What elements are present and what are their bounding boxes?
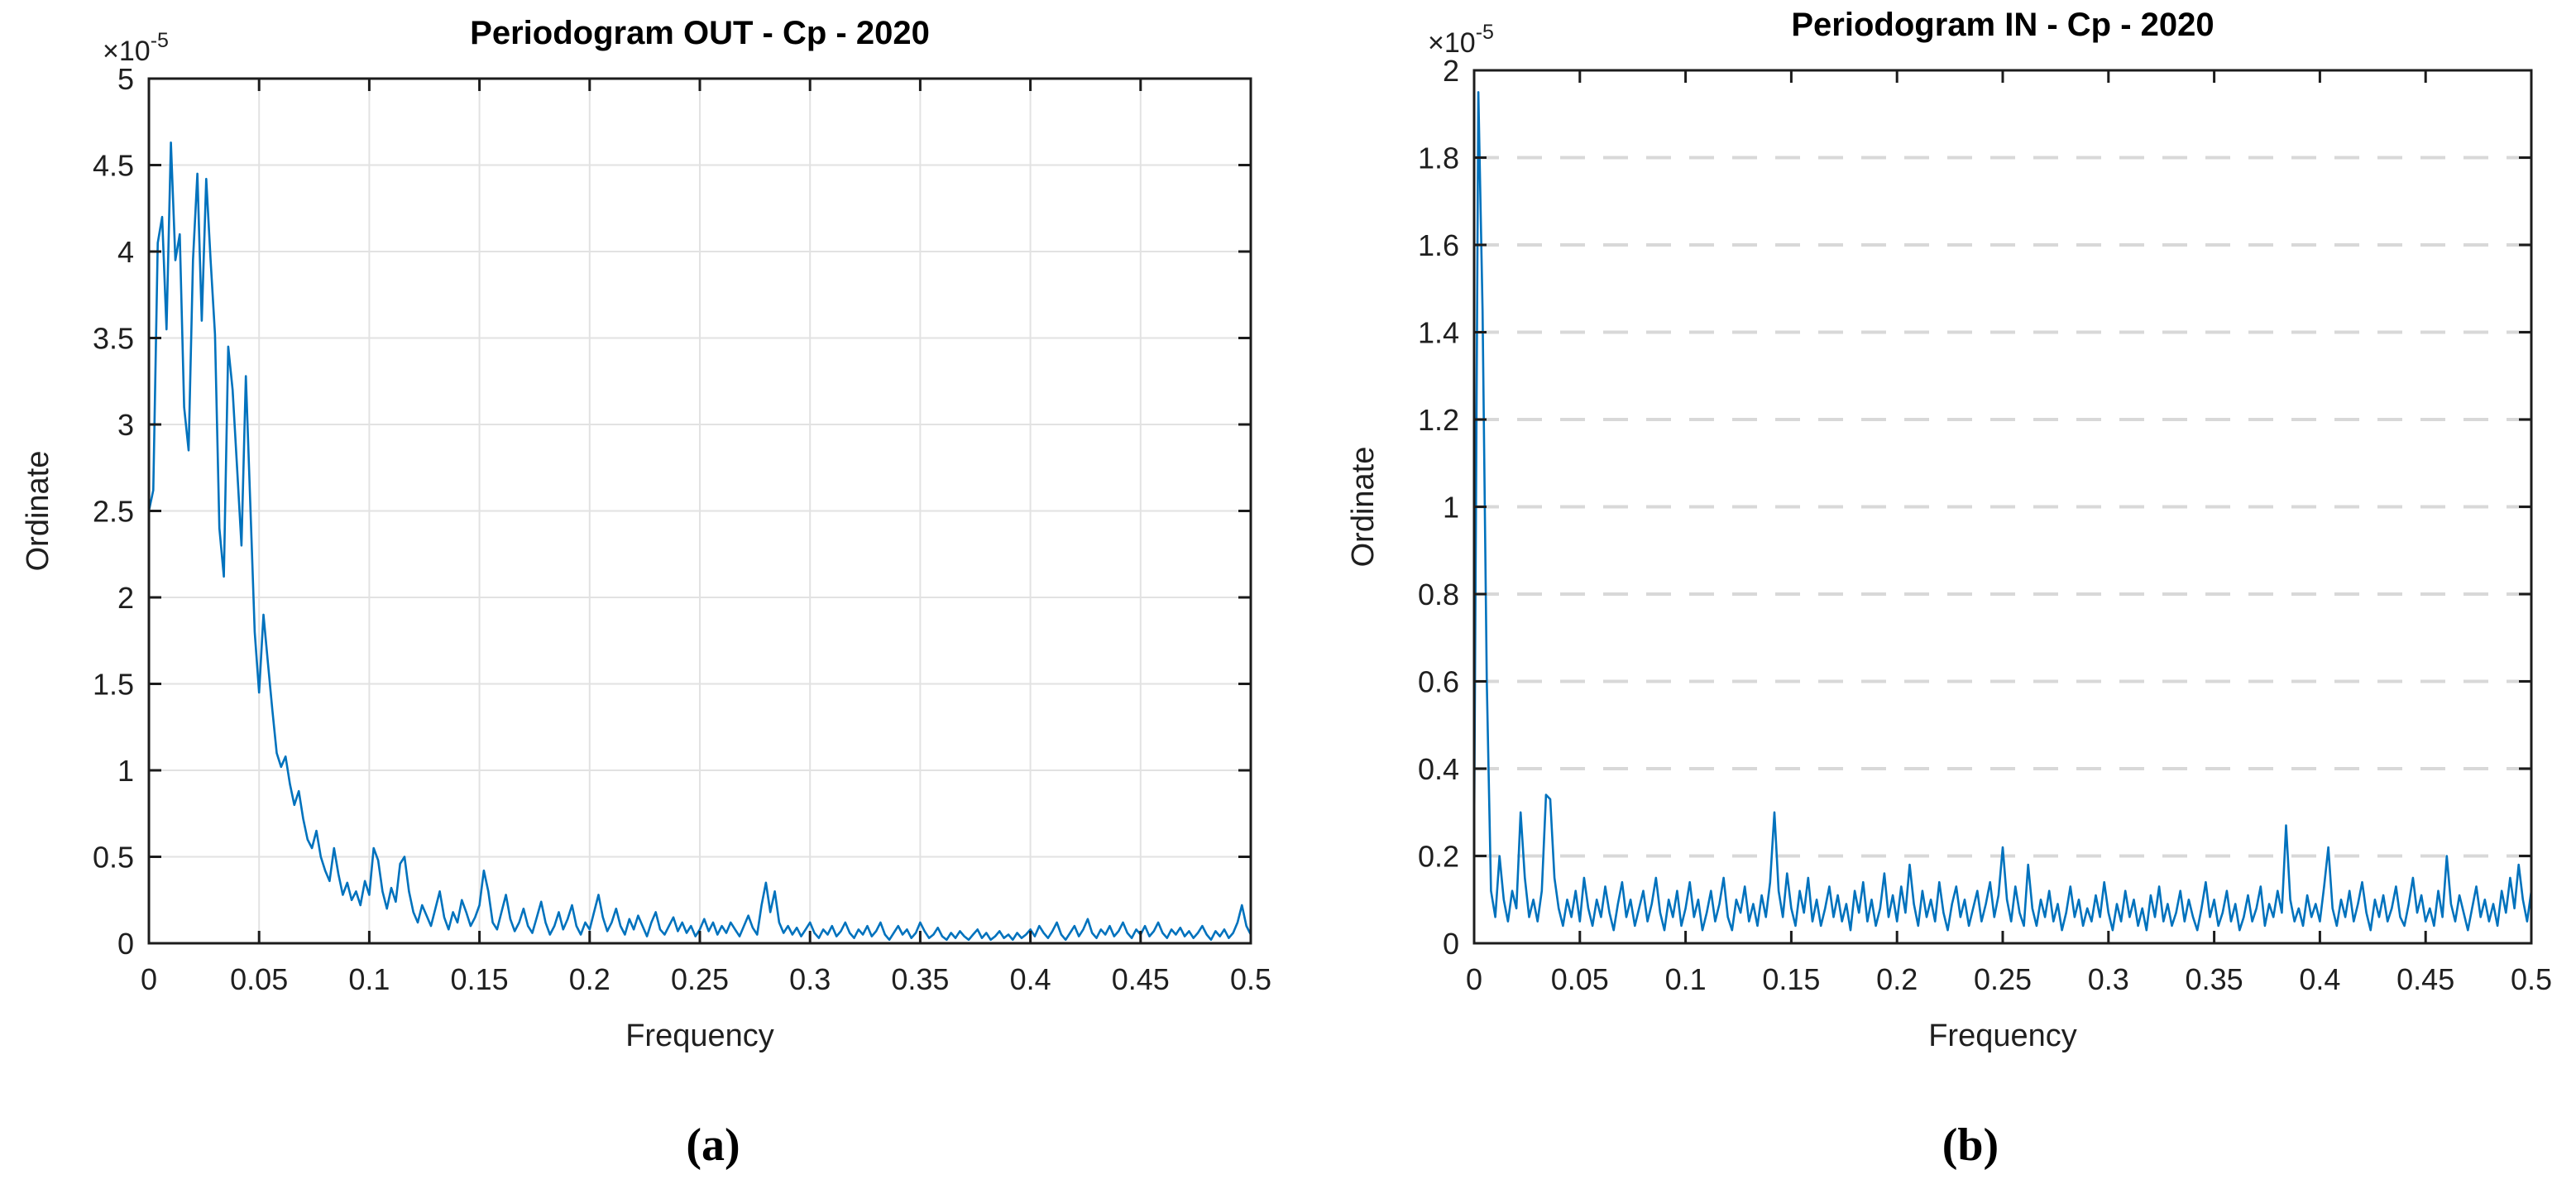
y-tick-label: 5 [117, 62, 134, 96]
x-tick-label: 0.2 [569, 962, 610, 996]
y-tick-label: 1.8 [1418, 141, 1459, 175]
x-tick-label: 0.15 [451, 962, 509, 996]
y-tick-label: 3 [117, 408, 134, 442]
y-tick-label: 1 [1443, 491, 1459, 525]
y-tick-label: 1.4 [1418, 316, 1459, 350]
y-tick-label: 1.5 [93, 668, 134, 702]
x-tick-label: 0.05 [1551, 962, 1609, 996]
y-tick-label: 2.5 [93, 495, 134, 529]
x-tick-label: 0.1 [348, 962, 390, 996]
y-tick-label: 0.2 [1418, 840, 1459, 874]
x-tick-label: 0.1 [1665, 962, 1707, 996]
tick-marks [147, 77, 1252, 945]
y-axis-label: Ordinate [21, 451, 55, 572]
x-tick-label: 0.45 [2396, 962, 2454, 996]
x-tick-label: 0.35 [2186, 962, 2243, 996]
y-tick-label: 2 [117, 581, 134, 615]
y-tick-label: 2 [1443, 54, 1459, 88]
x-tick-label: 0.2 [1876, 962, 1918, 996]
x-tick-label: 0.5 [2511, 962, 2552, 996]
chart-title: Periodogram OUT - Cp - 2020 [470, 15, 930, 51]
grid [1474, 156, 2531, 858]
y-tick-label: 0.8 [1418, 578, 1459, 611]
x-axis-label: Frequency [1928, 1019, 2077, 1053]
y-tick-label: 1.2 [1418, 403, 1459, 437]
series-line [1472, 91, 2533, 932]
x-tick-label: 0.35 [891, 962, 949, 996]
y-axis-exponent: ×10-5 [1428, 21, 1494, 59]
y-tick-label: 0.4 [1418, 752, 1459, 786]
x-tick-label: 0.4 [2299, 962, 2340, 996]
grid [149, 79, 1251, 943]
chart-title: Periodogram IN - Cp - 2020 [1791, 7, 2214, 43]
x-axis-label: Frequency [625, 1019, 774, 1053]
subfigure-label-a: (a) [686, 1119, 740, 1171]
y-tick-label: 0 [1443, 927, 1459, 961]
series-line [147, 141, 1252, 942]
x-tick-label: 0.25 [671, 962, 729, 996]
x-tick-label: 0.3 [789, 962, 831, 996]
y-tick-label: 0 [117, 927, 134, 961]
x-tick-label: 0 [1466, 962, 1482, 996]
subfigure-label-b: (b) [1942, 1119, 1999, 1171]
x-tick-label: 0.05 [230, 962, 288, 996]
x-tick-label: 0.45 [1112, 962, 1170, 996]
y-tick-label: 4.5 [93, 149, 134, 183]
x-tick-label: 0.3 [2088, 962, 2129, 996]
x-tick-label: 0.25 [1974, 962, 2032, 996]
y-tick-label: 0.5 [93, 841, 134, 875]
y-tick-label: 4 [117, 235, 134, 269]
y-tick-label: 1 [117, 754, 134, 788]
y-tick-label: 0.6 [1418, 665, 1459, 699]
tick-marks [1472, 69, 2533, 945]
y-tick-label: 3.5 [93, 322, 134, 356]
x-tick-label: 0.15 [1762, 962, 1820, 996]
y-axis-label: Ordinate [1346, 447, 1381, 568]
x-tick-label: 0.5 [1230, 962, 1271, 996]
x-tick-label: 0.4 [1010, 962, 1051, 996]
x-tick-label: 0 [141, 962, 157, 996]
y-tick-label: 1.6 [1418, 228, 1459, 262]
